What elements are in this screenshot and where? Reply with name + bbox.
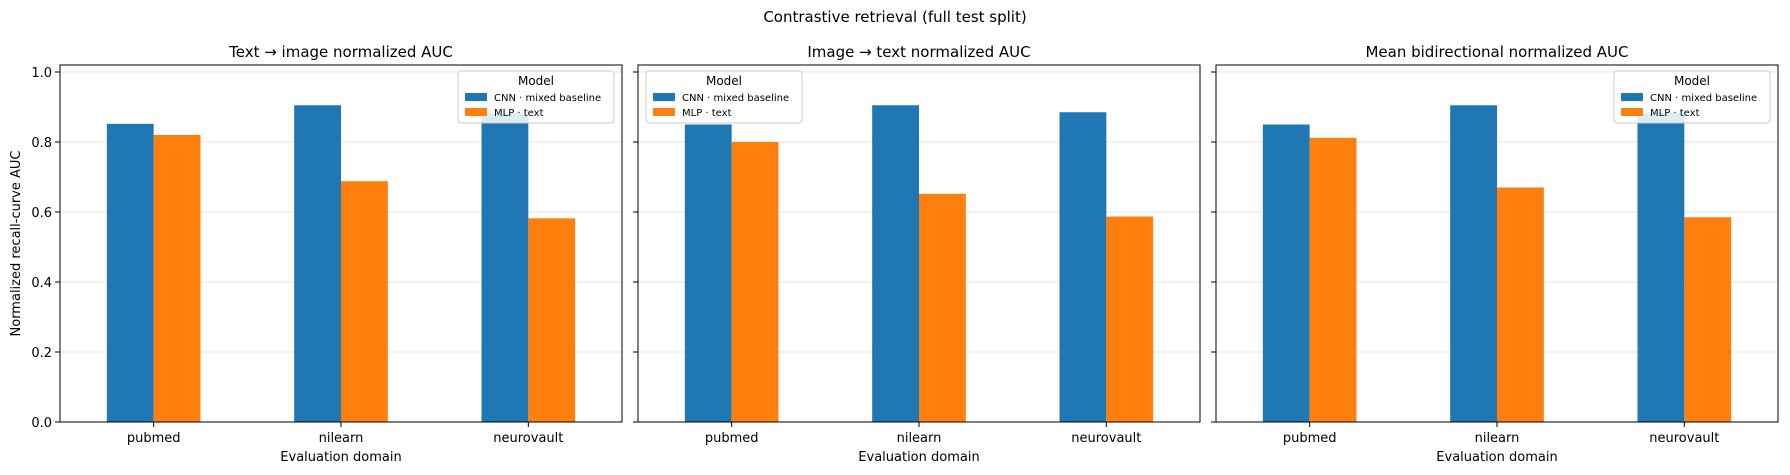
y-tick-label: 0.8 [31,136,52,151]
x-axis-label: Evaluation domain [1436,450,1557,465]
bar-cnn-pubmed [106,123,154,423]
bar-cnn-neurovault [1059,112,1107,422]
x-tick-label: nilearn [897,431,942,446]
bar-mlp-nilearn [1497,187,1544,422]
legend-label-mlp: MLP · text [494,108,544,119]
bar-mlp-nilearn [341,181,388,422]
x-tick-label: pubmed [127,431,181,446]
axes-frame [637,64,1201,423]
x-tick-label: pubmed [1283,431,1337,446]
legend-title: Model [706,74,742,88]
x-tick-label: neurovault [1071,431,1141,446]
y-tick-label: 0.0 [31,416,52,431]
x-tick-label: neurovault [493,431,563,446]
x-tick-label: neurovault [1649,431,1719,446]
bar-cnn-nilearn [1450,105,1497,422]
bar-mlp-pubmed [153,135,201,422]
legend-box [457,70,615,124]
panel-title: Mean bidirectional normalized AUC [1365,43,1628,61]
bar-cnn-nilearn [872,105,919,422]
legend-swatch-mlp [1621,108,1643,116]
bar-mlp-neurovault [1684,217,1732,422]
panels: 0.0 0.2 0.4 0.6 0.8 1.0 pubmed nilearn neurovaul… [9,43,1779,465]
legend-swatch-mlp [653,108,675,116]
panel-title: Text → image normalized AUC [228,43,453,61]
y-tick-label: 0.2 [31,346,52,361]
y-tick-label: 1.0 [31,66,52,81]
x-tick-label: nilearn [319,431,364,446]
panel-title: Image → text normalized AUC [807,43,1030,61]
axes-frame [1215,64,1779,423]
legend-label-mlp: MLP · text [1650,108,1700,119]
legend-swatch-cnn [1621,93,1643,101]
legend-label-cnn: CNN · mixed baseline [494,93,601,104]
x-tick-label: nilearn [1475,431,1520,446]
legend: Model CNN · mixed baseline MLP · text [457,70,615,124]
x-axis-label: Evaluation domain [858,450,979,465]
legend-title: Model [1674,74,1710,88]
y-axis-label: Normalized recall-curve AUC [9,151,24,337]
x-tick-label: pubmed [705,431,759,446]
legend: Model CNN · mixed baseline MLP · text [1613,70,1771,124]
bar-mlp-nilearn [919,193,966,422]
bar-mlp-neurovault [1106,216,1154,422]
legend-box [645,70,803,124]
bar-cnn-neurovault [481,113,529,423]
legend-label-mlp: MLP · text [682,108,732,119]
bar-cnn-pubmed [1262,124,1310,422]
figure-suptitle: Contrastive retrieval (full test split) [763,8,1026,26]
legend-swatch-cnn [465,93,487,101]
legend-label-cnn: CNN · mixed baseline [682,93,789,104]
y-tick-label: 0.4 [31,276,52,291]
bar-cnn-nilearn [294,105,341,422]
legend-swatch-cnn [653,93,675,101]
y-tick-label: 0.6 [31,206,52,221]
x-axis-label: Evaluation domain [280,450,401,465]
panel-1: 0.0 0.2 0.4 0.6 0.8 1.0 pubmed nilearn neurovaul… [9,43,623,465]
bar-mlp-pubmed [731,142,779,422]
bar-mlp-neurovault [528,218,576,422]
axes-frame [59,64,623,423]
panel-2: pubmed nilearn neurovault Image → text norm… [633,43,1201,465]
legend-title: Model [518,74,554,88]
bar-cnn-neurovault [1637,112,1685,422]
legend: Model CNN · mixed baseline MLP · text [645,70,803,124]
bar-mlp-pubmed [1309,137,1357,423]
panel-3: pubmed nilearn neurovault Mean bidirectiona… [1211,43,1779,465]
legend-swatch-mlp [465,108,487,116]
legend-label-cnn: CNN · mixed baseline [1650,93,1757,104]
bar-cnn-pubmed [684,124,732,422]
legend-box [1613,70,1771,124]
